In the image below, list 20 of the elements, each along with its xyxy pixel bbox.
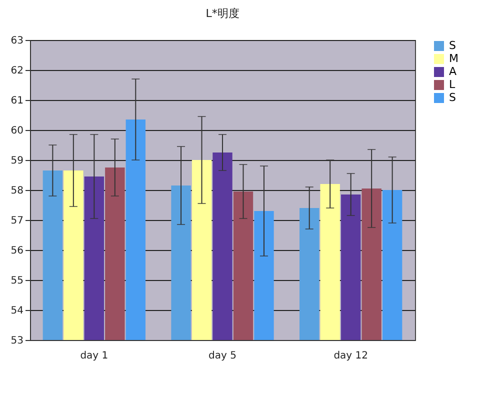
y-tick-label: 61 <box>10 96 24 106</box>
chart-title: L*明度 <box>206 7 240 20</box>
y-tick-label: 56 <box>10 246 24 256</box>
y-tick-label: 58 <box>10 186 24 196</box>
legend-label: M <box>449 52 458 65</box>
legend-label: A <box>449 65 457 78</box>
y-tick-label: 59 <box>10 156 24 166</box>
y-tick-label: 54 <box>10 306 24 316</box>
x-tick-label: day 1 <box>80 350 108 362</box>
y-tick-label: 57 <box>10 216 24 226</box>
y-tick-label: 60 <box>10 126 24 136</box>
legend-label: L <box>449 78 456 91</box>
legend-label: S <box>449 39 456 52</box>
y-tick-label: 53 <box>10 336 24 346</box>
y-tick-label: 62 <box>10 66 24 76</box>
y-tick-label: 55 <box>10 276 24 286</box>
x-tick-label: day 5 <box>208 350 236 362</box>
legend-label: S <box>449 91 456 104</box>
y-tick-label: 63 <box>10 36 24 46</box>
x-tick-label: day 12 <box>334 350 368 362</box>
